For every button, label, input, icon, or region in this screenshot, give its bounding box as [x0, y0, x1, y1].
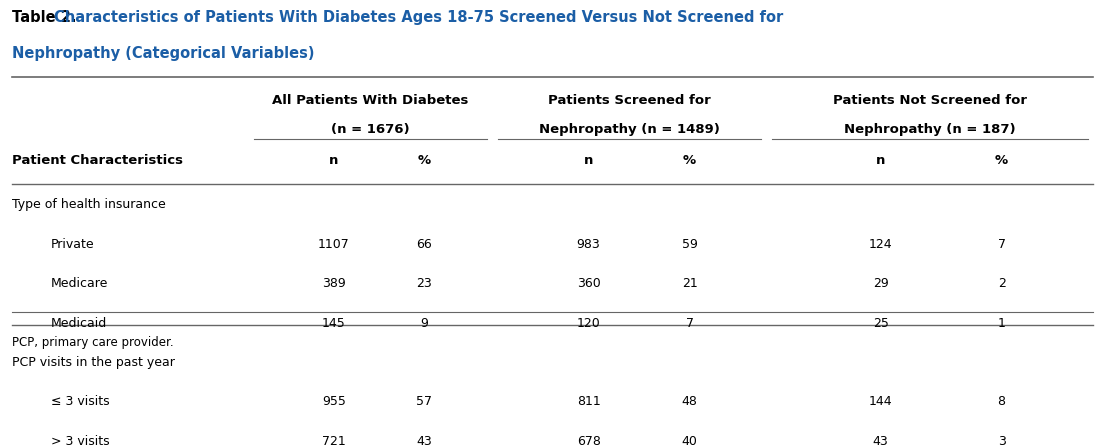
Text: PCP visits in the past year: PCP visits in the past year [12, 356, 175, 369]
Text: 955: 955 [322, 395, 345, 408]
Text: Medicare: Medicare [51, 277, 108, 290]
Text: 983: 983 [576, 238, 601, 251]
Text: 145: 145 [322, 317, 345, 330]
Text: 23: 23 [417, 277, 432, 290]
Text: 7: 7 [998, 238, 1005, 251]
Text: PCP, primary care provider.: PCP, primary care provider. [12, 336, 174, 349]
Text: 8: 8 [998, 395, 1005, 408]
Text: 2: 2 [998, 277, 1005, 290]
Text: 57: 57 [417, 395, 432, 408]
Text: 721: 721 [322, 435, 345, 446]
Text: 9: 9 [420, 317, 428, 330]
Text: Nephropathy (Categorical Variables): Nephropathy (Categorical Variables) [12, 46, 315, 61]
Text: 120: 120 [576, 317, 601, 330]
Text: 21: 21 [682, 277, 697, 290]
Text: Nephropathy (n = 187): Nephropathy (n = 187) [844, 123, 1015, 136]
Text: 1: 1 [998, 317, 1005, 330]
Text: Type of health insurance: Type of health insurance [12, 198, 166, 211]
Text: 66: 66 [417, 238, 432, 251]
Text: Table 2.: Table 2. [12, 10, 82, 25]
Text: 678: 678 [576, 435, 601, 446]
Text: Patients Screened for: Patients Screened for [548, 95, 711, 107]
Text: 43: 43 [872, 435, 889, 446]
Text: 360: 360 [576, 277, 601, 290]
Text: (n = 1676): (n = 1676) [331, 123, 410, 136]
Text: 7: 7 [685, 317, 694, 330]
Text: n: n [584, 153, 593, 167]
Text: 40: 40 [682, 435, 697, 446]
Text: 144: 144 [869, 395, 892, 408]
Text: 43: 43 [417, 435, 432, 446]
Text: ≤ 3 visits: ≤ 3 visits [51, 395, 109, 408]
Text: 1107: 1107 [318, 238, 350, 251]
Text: 389: 389 [322, 277, 345, 290]
Text: 59: 59 [682, 238, 697, 251]
Text: 3: 3 [998, 435, 1005, 446]
Text: 811: 811 [576, 395, 601, 408]
Text: Nephropathy (n = 1489): Nephropathy (n = 1489) [539, 123, 720, 136]
Text: %: % [683, 153, 696, 167]
Text: 48: 48 [682, 395, 697, 408]
Text: n: n [329, 153, 339, 167]
Text: Medicaid: Medicaid [51, 317, 107, 330]
Text: n: n [876, 153, 886, 167]
Text: Characteristics of Patients With Diabetes Ages 18-75 Screened Versus Not Screene: Characteristics of Patients With Diabete… [54, 10, 783, 25]
Text: All Patients With Diabetes: All Patients With Diabetes [273, 95, 469, 107]
Text: 124: 124 [869, 238, 892, 251]
Text: Patients Not Screened for: Patients Not Screened for [833, 95, 1026, 107]
Text: %: % [996, 153, 1008, 167]
Text: 25: 25 [872, 317, 889, 330]
Text: Private: Private [51, 238, 95, 251]
Text: Patient Characteristics: Patient Characteristics [12, 153, 184, 167]
Text: > 3 visits: > 3 visits [51, 435, 109, 446]
Text: 29: 29 [872, 277, 889, 290]
Text: %: % [418, 153, 431, 167]
